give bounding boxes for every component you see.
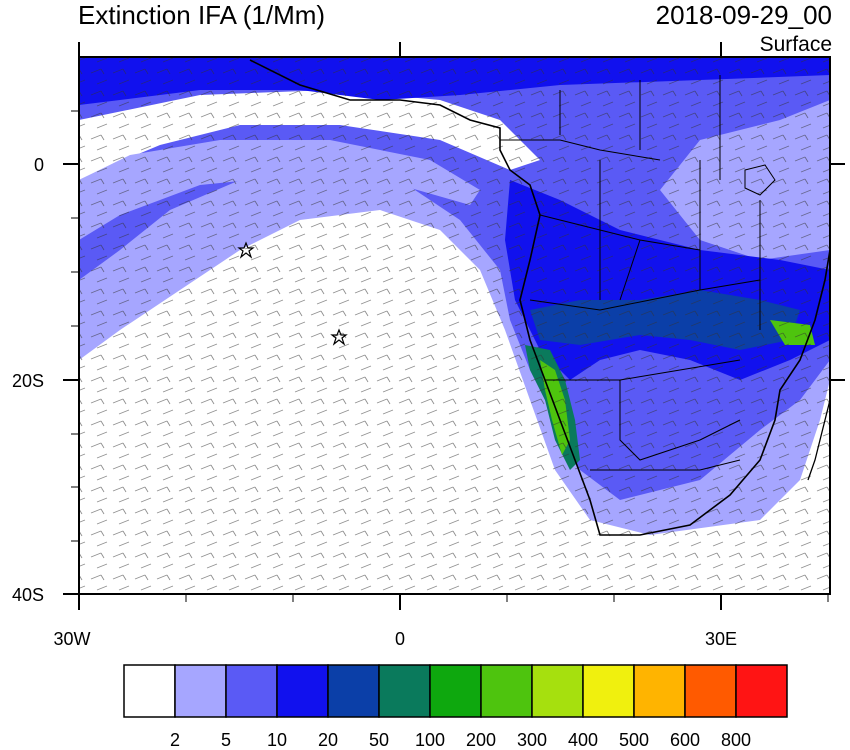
level-label: Surface — [759, 33, 832, 56]
colorbar-label: 5 — [221, 730, 231, 750]
station-star-2 — [330, 328, 348, 346]
lon-label-0: 0 — [395, 629, 405, 649]
wind-barbs — [79, 57, 830, 594]
colorbar-swatch — [327, 664, 380, 718]
lon-label-30e: 30E — [705, 629, 737, 649]
lake-victoria — [744, 164, 776, 196]
colorbar-swatch — [684, 664, 737, 718]
colorbar-label: 600 — [670, 730, 700, 750]
lat-label-20s: 20S — [12, 371, 44, 391]
lat-label-40s: 40S — [12, 585, 44, 605]
lon-label-30w: 30W — [53, 629, 90, 649]
colorbar-label: 800 — [721, 730, 751, 750]
colorbar: 2 5 10 20 50 100 200 300 400 500 600 800 — [123, 664, 788, 750]
colorbar-label: 200 — [466, 730, 496, 750]
lat-label-0: 0 — [34, 155, 44, 175]
colorbar-swatch — [174, 664, 227, 718]
colorbar-label: 10 — [267, 730, 287, 750]
colorbar-label: 100 — [415, 730, 445, 750]
colorbar-swatch — [480, 664, 533, 718]
station-star-1 — [237, 241, 255, 259]
colorbar-label: 400 — [568, 730, 598, 750]
coastline-madagascar — [807, 397, 830, 481]
colorbar-swatch — [582, 664, 635, 718]
colorbar-swatch — [735, 664, 788, 718]
axis-ticks — [63, 42, 845, 610]
colorbar-swatch — [633, 664, 686, 718]
axis-minor-ticks — [71, 110, 829, 602]
colorbar-swatch — [123, 664, 176, 718]
country-borders — [500, 75, 761, 471]
colorbar-swatch — [378, 664, 431, 718]
colorbar-label: 300 — [517, 730, 547, 750]
colorbar-label: 20 — [318, 730, 338, 750]
colorbar-swatch — [531, 664, 584, 718]
date-label: 2018-09-29_00 — [655, 0, 832, 30]
plot-title: Extinction IFA (1/Mm) — [78, 0, 326, 30]
colorbar-swatch — [429, 664, 482, 718]
colorbar-label: 50 — [369, 730, 389, 750]
colorbar-swatch — [225, 664, 278, 718]
colorbar-swatch — [276, 664, 329, 718]
colorbar-label: 2 — [170, 730, 180, 750]
colorbar-label: 500 — [619, 730, 649, 750]
